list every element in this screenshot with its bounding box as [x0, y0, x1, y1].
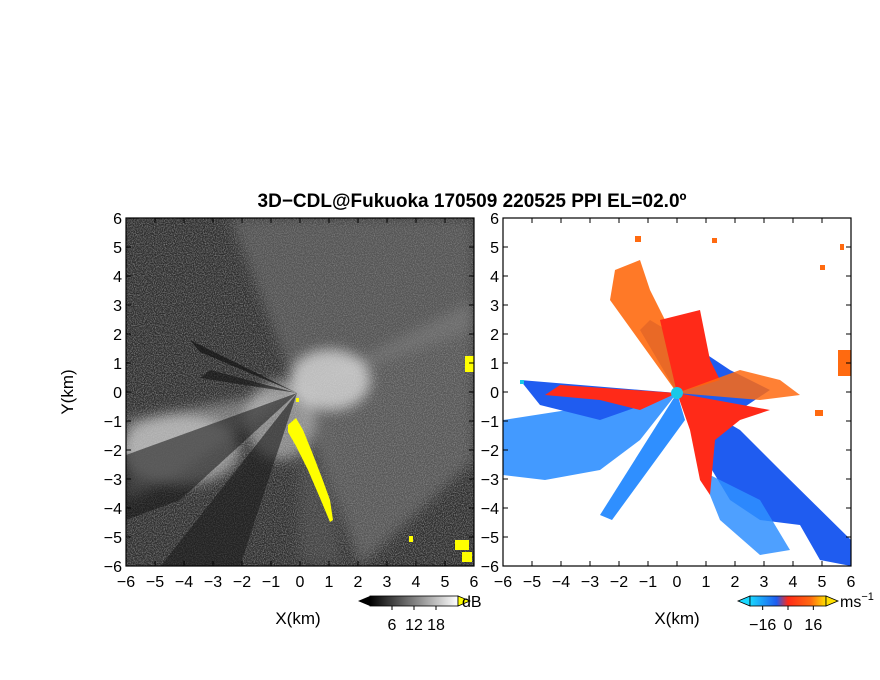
- x-tick-label: 1: [325, 574, 334, 591]
- right-colorbar: −16 0 16 ms−1: [736, 591, 874, 634]
- x-tick-label: −5: [146, 574, 164, 591]
- y-tick-label: 1: [113, 356, 122, 373]
- velocity-receding-regions: [545, 236, 851, 495]
- y-tick-label: 6: [113, 211, 122, 228]
- right-colorbar-ticks: −16 0 16: [749, 606, 822, 634]
- y-tick-label: 3: [113, 298, 122, 315]
- y-tick-label: −3: [104, 472, 122, 489]
- y-tick-label: 2: [490, 327, 499, 344]
- y-tick-label: −4: [104, 501, 122, 518]
- x-tick-label: 1: [702, 574, 711, 591]
- colorbar-tick-label: 16: [804, 617, 822, 634]
- left-yaxis-label: Y(km): [58, 369, 77, 414]
- left-dark-wedges: [126, 340, 297, 566]
- x-tick-label: −6: [494, 574, 512, 591]
- y-tick-label: −1: [104, 414, 122, 431]
- right-axes: −6 −5 −4 −3 −2 −1 0 1 2 3 4 5 6 −6 −5 −4 −3 −2 −1 0 1 2 3 4 5 6: [481, 211, 856, 591]
- left-panel: −6 −5 −4 −3 −2 −1 0 1 2 3 4 5 6 −6 −5 −4 −3 −2 −1 0 1 2 3 4 5 6 X…: [58, 211, 479, 628]
- x-tick-label: 0: [673, 574, 682, 591]
- left-xaxis-label: X(km): [275, 609, 320, 628]
- colorbar-tick-label: −16: [749, 617, 776, 634]
- y-tick-label: 5: [490, 240, 499, 257]
- colorbar-tick-label: 12: [405, 617, 423, 634]
- left-axes: −6 −5 −4 −3 −2 −1 0 1 2 3 4 5 6 −6 −5 −4 −3 −2 −1 0 1 2 3 4 5 6: [104, 211, 479, 591]
- y-tick-label: −5: [481, 530, 499, 547]
- x-tick-label: 2: [731, 574, 740, 591]
- x-tick-label: −2: [233, 574, 251, 591]
- x-tick-label: 2: [354, 574, 363, 591]
- x-tick-label: 6: [847, 574, 856, 591]
- y-tick-label: −2: [481, 443, 499, 460]
- y-tick-label: 2: [113, 327, 122, 344]
- left-colorbar-unit: dB: [462, 594, 482, 611]
- y-tick-label: 0: [113, 385, 122, 402]
- x-tick-label: −1: [639, 574, 657, 591]
- colorbar-tick-label: 18: [427, 617, 445, 634]
- y-tick-label: 4: [113, 269, 122, 286]
- y-tick-label: −6: [104, 559, 122, 576]
- x-tick-label: −1: [262, 574, 280, 591]
- left-echo-image: [126, 218, 474, 566]
- x-tick-label: −5: [523, 574, 541, 591]
- x-tick-label: −4: [552, 574, 570, 591]
- y-tick-label: 1: [490, 356, 499, 373]
- left-colorbar-ticks: 6 12 18: [388, 606, 445, 634]
- right-panel: −6 −5 −4 −3 −2 −1 0 1 2 3 4 5 6 −6 −5 −4 −3 −2 −1 0 1 2 3 4 5 6 X…: [481, 211, 856, 628]
- x-tick-label: 3: [760, 574, 769, 591]
- y-tick-label: −5: [104, 530, 122, 547]
- x-tick-label: 4: [412, 574, 421, 591]
- right-colorbar-unit-base: ms: [840, 594, 861, 611]
- x-tick-label: 6: [470, 574, 479, 591]
- right-colorbar-unit: ms−1: [840, 591, 874, 611]
- y-tick-label: −4: [481, 501, 499, 518]
- y-tick-label: 4: [490, 269, 499, 286]
- x-tick-label: −6: [117, 574, 135, 591]
- colorbar-tick-label: 0: [784, 617, 793, 634]
- y-tick-label: 3: [490, 298, 499, 315]
- y-tick-label: 0: [490, 385, 499, 402]
- y-tick-label: −1: [481, 414, 499, 431]
- colorbar-tick-label: 6: [388, 617, 397, 634]
- left-yellow-flags: [288, 356, 474, 562]
- right-velocity-image: [503, 218, 851, 566]
- x-tick-label: −4: [175, 574, 193, 591]
- right-xaxis-label: X(km): [654, 609, 699, 628]
- x-tick-label: −3: [581, 574, 599, 591]
- x-tick-label: 5: [818, 574, 827, 591]
- radar-site-marker: [671, 387, 683, 399]
- figure-title: 3D−CDL@Fukuoka 170509 220525 PPI EL=02.0…: [258, 191, 687, 212]
- x-tick-label: 4: [789, 574, 798, 591]
- y-tick-label: −2: [104, 443, 122, 460]
- x-tick-label: −3: [204, 574, 222, 591]
- y-tick-label: −6: [481, 559, 499, 576]
- y-tick-label: 5: [113, 240, 122, 257]
- x-tick-label: 3: [383, 574, 392, 591]
- y-tick-label: 6: [490, 211, 499, 228]
- left-colorbar: 6 12 18 dB: [358, 594, 482, 634]
- x-tick-label: 0: [296, 574, 305, 591]
- x-tick-label: 5: [441, 574, 450, 591]
- right-colorbar-unit-exponent: −1: [861, 591, 874, 603]
- x-tick-label: −2: [610, 574, 628, 591]
- y-tick-label: −3: [481, 472, 499, 489]
